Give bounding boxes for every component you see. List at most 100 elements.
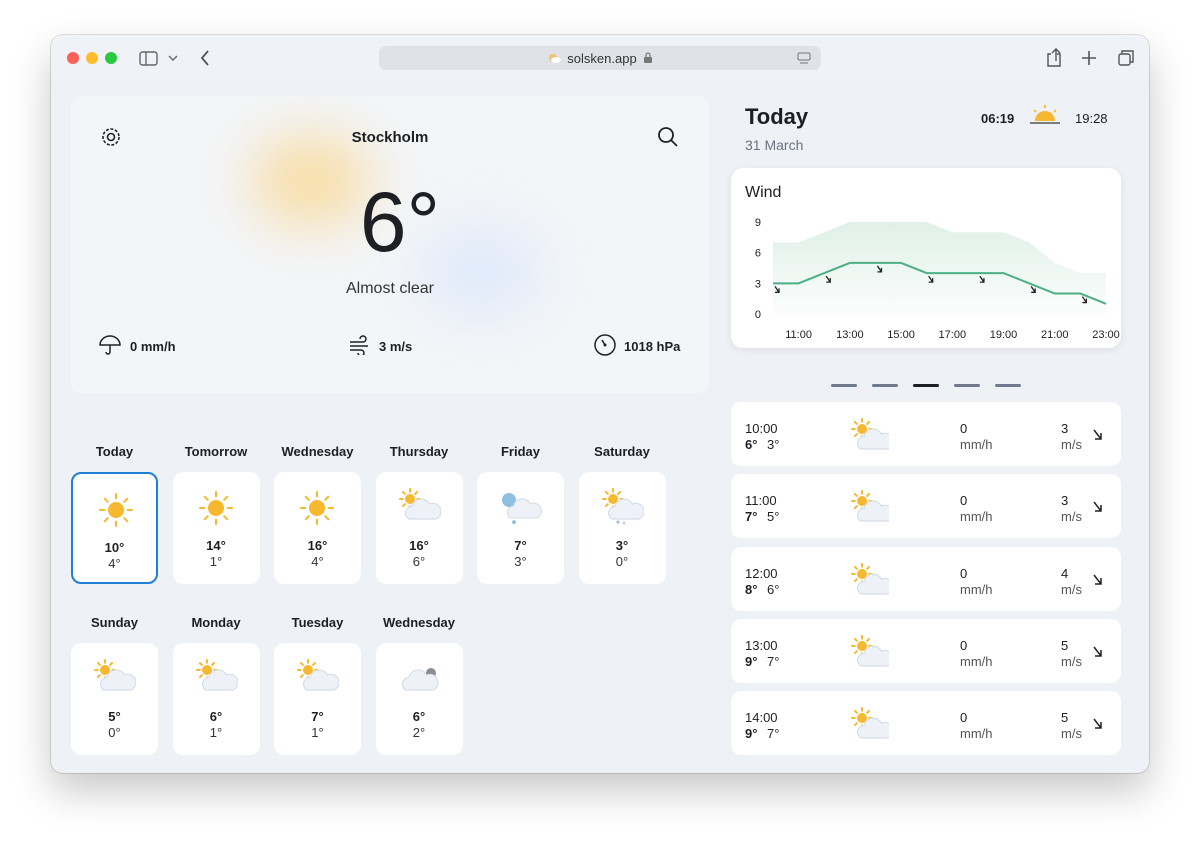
weather-icon bbox=[300, 491, 334, 525]
hour-low: 6° bbox=[767, 581, 780, 597]
share-button[interactable] bbox=[1047, 48, 1061, 67]
day-card[interactable]: 5° 0° bbox=[71, 643, 158, 755]
sunrise: 06:19 bbox=[981, 111, 1015, 126]
hour-row[interactable]: 13:00 9° 7° 0 mm/h 5 m/s bbox=[731, 618, 1121, 683]
x-tick-label: 15:00 bbox=[887, 329, 915, 341]
day-high: 3° bbox=[615, 538, 629, 553]
day-card[interactable]: 10° 4° bbox=[71, 472, 158, 584]
day-card[interactable]: 6° 1° bbox=[172, 643, 260, 755]
today-date: 31 March bbox=[745, 137, 804, 153]
day-high: 7° bbox=[514, 538, 527, 553]
hour-wind-unit: m/s bbox=[1061, 509, 1082, 525]
hour-time: 11:00 bbox=[745, 493, 777, 509]
hour-wind-unit: m/s bbox=[1061, 726, 1082, 742]
current-weather-card: Stockholm 6° Almost clear 0 mm/h 3 m/s 1… bbox=[71, 96, 709, 393]
wind-arrow bbox=[1030, 285, 1036, 293]
condition: Almost clear bbox=[345, 280, 435, 297]
x-tick-label: 13:00 bbox=[836, 329, 864, 341]
hour-row[interactable]: 12:00 8° 6° 0 mm/h 4 m/s bbox=[731, 546, 1121, 611]
hour-precipitation: 0 bbox=[960, 637, 968, 653]
weather-icon bbox=[851, 707, 889, 739]
wind-chart: 0 3 6 9 11:00 13:00 15:00 17:00 19:00 21:00 23:00 bbox=[755, 217, 1120, 341]
day-high: 16° bbox=[409, 538, 429, 553]
hour-precipitation: 0 bbox=[960, 710, 968, 726]
x-tick-label: 17:00 bbox=[939, 329, 967, 341]
precipitation: 0 mm/h bbox=[130, 339, 176, 354]
tabs-button[interactable] bbox=[1118, 50, 1134, 66]
hour-low: 7° bbox=[767, 726, 780, 742]
weather-icon bbox=[195, 659, 238, 691]
day-high: 14° bbox=[206, 538, 226, 553]
day-low: 1° bbox=[209, 725, 223, 740]
hour-wind-unit: m/s bbox=[1061, 653, 1082, 669]
sidebar-button[interactable] bbox=[139, 51, 158, 66]
hour-precipitation-unit: mm/h bbox=[960, 581, 993, 597]
toolbar: solsken.app bbox=[51, 35, 1149, 81]
wind: 3 m/s bbox=[379, 339, 413, 354]
address-bar[interactable]: solsken.app bbox=[379, 46, 821, 70]
minimize-button[interactable] bbox=[86, 52, 98, 64]
y-tick-label: 6 bbox=[755, 248, 761, 260]
city-name: Stockholm bbox=[351, 129, 429, 146]
weather-icon bbox=[601, 488, 644, 525]
day-low: 4° bbox=[311, 554, 324, 569]
page-dot[interactable] bbox=[954, 384, 980, 387]
day-card[interactable]: 7° 3° bbox=[477, 472, 564, 584]
hour-row[interactable]: 10:00 6° 3° 0 mm/h 3 m/s bbox=[731, 402, 1121, 466]
page-dot[interactable] bbox=[831, 384, 857, 387]
toolbar-icons bbox=[67, 48, 1134, 67]
page-dot[interactable] bbox=[913, 384, 939, 387]
reader-button[interactable] bbox=[797, 52, 811, 64]
hour-wind-unit: m/s bbox=[1061, 437, 1082, 452]
hour-precipitation-unit: mm/h bbox=[960, 509, 993, 525]
url-text: solsken.app bbox=[567, 50, 637, 66]
sidebar-menu[interactable] bbox=[168, 55, 178, 61]
weather-icon bbox=[851, 562, 889, 595]
day-card[interactable]: 14° 1° bbox=[172, 472, 260, 584]
day-low: 1° bbox=[311, 725, 324, 740]
settings-button[interactable] bbox=[100, 126, 122, 148]
hour-wind: 5 bbox=[1061, 710, 1069, 726]
close-button[interactable] bbox=[67, 52, 79, 64]
day-card[interactable]: 7° 1° bbox=[274, 643, 361, 755]
day-card[interactable]: 16° 6° bbox=[375, 472, 463, 584]
wind-arrow bbox=[825, 275, 831, 283]
hour-precipitation: 0 bbox=[960, 493, 968, 509]
day-name: Today bbox=[95, 444, 134, 459]
site-icon bbox=[549, 54, 562, 63]
weather-icon bbox=[99, 493, 133, 527]
wind-arrow bbox=[979, 275, 985, 283]
day-card[interactable]: 16° 4° bbox=[274, 472, 361, 584]
day-card[interactable]: 3° 0° bbox=[578, 472, 666, 584]
day-name: Saturday bbox=[594, 444, 650, 459]
hour-row[interactable]: 11:00 7° 5° 0 mm/h 3 m/s bbox=[731, 474, 1121, 539]
day-low: 0° bbox=[615, 554, 629, 569]
weather-icon bbox=[297, 659, 339, 691]
hour-time: 10:00 bbox=[745, 421, 778, 436]
back-button[interactable] bbox=[200, 50, 209, 66]
day-name: Friday bbox=[500, 444, 541, 459]
day-high: 6° bbox=[209, 709, 223, 724]
page-dot[interactable] bbox=[872, 384, 898, 387]
page-dot[interactable] bbox=[995, 384, 1021, 387]
umbrella-icon bbox=[99, 335, 121, 355]
day-name: Wednesday bbox=[281, 444, 354, 459]
hour-wind: 3 bbox=[1061, 493, 1069, 509]
day-card[interactable]: 6° 2° bbox=[375, 643, 463, 755]
zoom-button[interactable] bbox=[105, 52, 117, 64]
weather-icon bbox=[198, 491, 233, 525]
hour-wind-unit: m/s bbox=[1061, 581, 1082, 597]
new-tab-button[interactable] bbox=[1082, 51, 1096, 65]
hour-high: 8° bbox=[745, 581, 758, 597]
hour-precipitation-unit: mm/h bbox=[960, 726, 993, 742]
weather-icon bbox=[851, 634, 889, 667]
hour-row[interactable]: 14:00 9° 7° 0 mm/h 5 m/s bbox=[731, 691, 1121, 756]
weather-icon bbox=[851, 418, 889, 450]
search-button[interactable] bbox=[657, 126, 679, 148]
wind-direction bbox=[1093, 574, 1102, 585]
hour-precipitation-unit: mm/h bbox=[960, 653, 993, 669]
day-name: Sunday bbox=[91, 615, 138, 630]
day-name: Tomorrow bbox=[184, 444, 248, 459]
sun-glow bbox=[251, 136, 371, 226]
